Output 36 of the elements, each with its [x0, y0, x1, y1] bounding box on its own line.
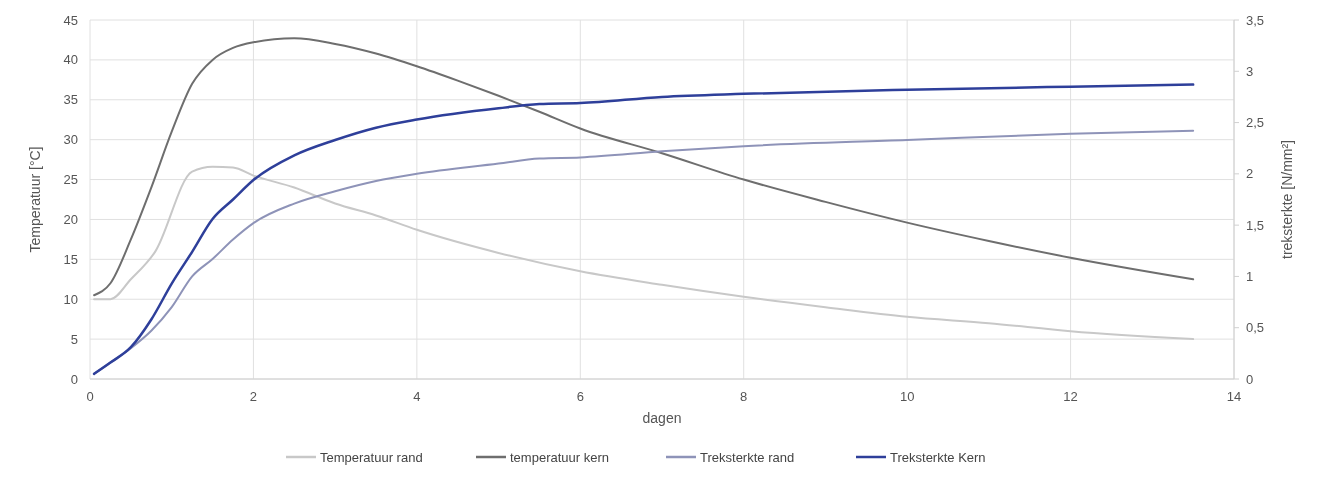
y-tick-label: 20: [63, 211, 78, 227]
line-series: [93, 37, 1195, 297]
x-tick-label: 4: [413, 389, 421, 404]
x-axis-title: dagen: [642, 410, 682, 426]
x-tick-label: 6: [576, 389, 584, 404]
x-tick-label: 8: [740, 389, 748, 404]
y-tick-label: 10: [63, 291, 78, 307]
y-tick-label: 30: [63, 132, 78, 148]
y2-tick-label: 1: [1246, 268, 1254, 284]
legend-label: Temperatuur rand: [320, 449, 423, 465]
y-tick-label: 45: [63, 12, 78, 28]
x-tick-label: 2: [249, 389, 258, 404]
y2-tick-label: 3,5: [1246, 12, 1265, 28]
line-series: [93, 165, 1195, 341]
y-tick-label: 5: [70, 331, 78, 347]
legend-label: temperatuur kern: [510, 449, 609, 465]
y-tick-label: 40: [63, 52, 78, 68]
y2-tick-label: 1,5: [1246, 217, 1265, 233]
y-tick-label: 25: [63, 172, 78, 188]
y-axis-title: Temperatuur [°C]: [27, 146, 43, 253]
y2-tick-label: 2: [1246, 166, 1254, 182]
legend-label: Treksterkte Kern: [890, 449, 986, 465]
y-tick-label: 0: [70, 371, 78, 387]
y2-axis-title: treksterkte [N/mm²]: [1279, 139, 1295, 260]
y-tick-label: 35: [63, 92, 78, 108]
legend-label: Treksterkte rand: [700, 449, 795, 465]
x-tick-label: 10: [899, 389, 915, 404]
x-tick-label: 12: [1063, 389, 1078, 404]
y2-tick-label: 0: [1246, 371, 1254, 387]
line-series: [92, 83, 1195, 376]
y2-tick-label: 3: [1246, 63, 1254, 79]
y2-tick-label: 2,5: [1246, 115, 1265, 131]
x-tick-label: 0: [86, 389, 94, 404]
y2-tick-label: 0,5: [1246, 320, 1265, 336]
y-tick-label: 15: [63, 251, 78, 267]
x-tick-label: 14: [1226, 389, 1242, 404]
